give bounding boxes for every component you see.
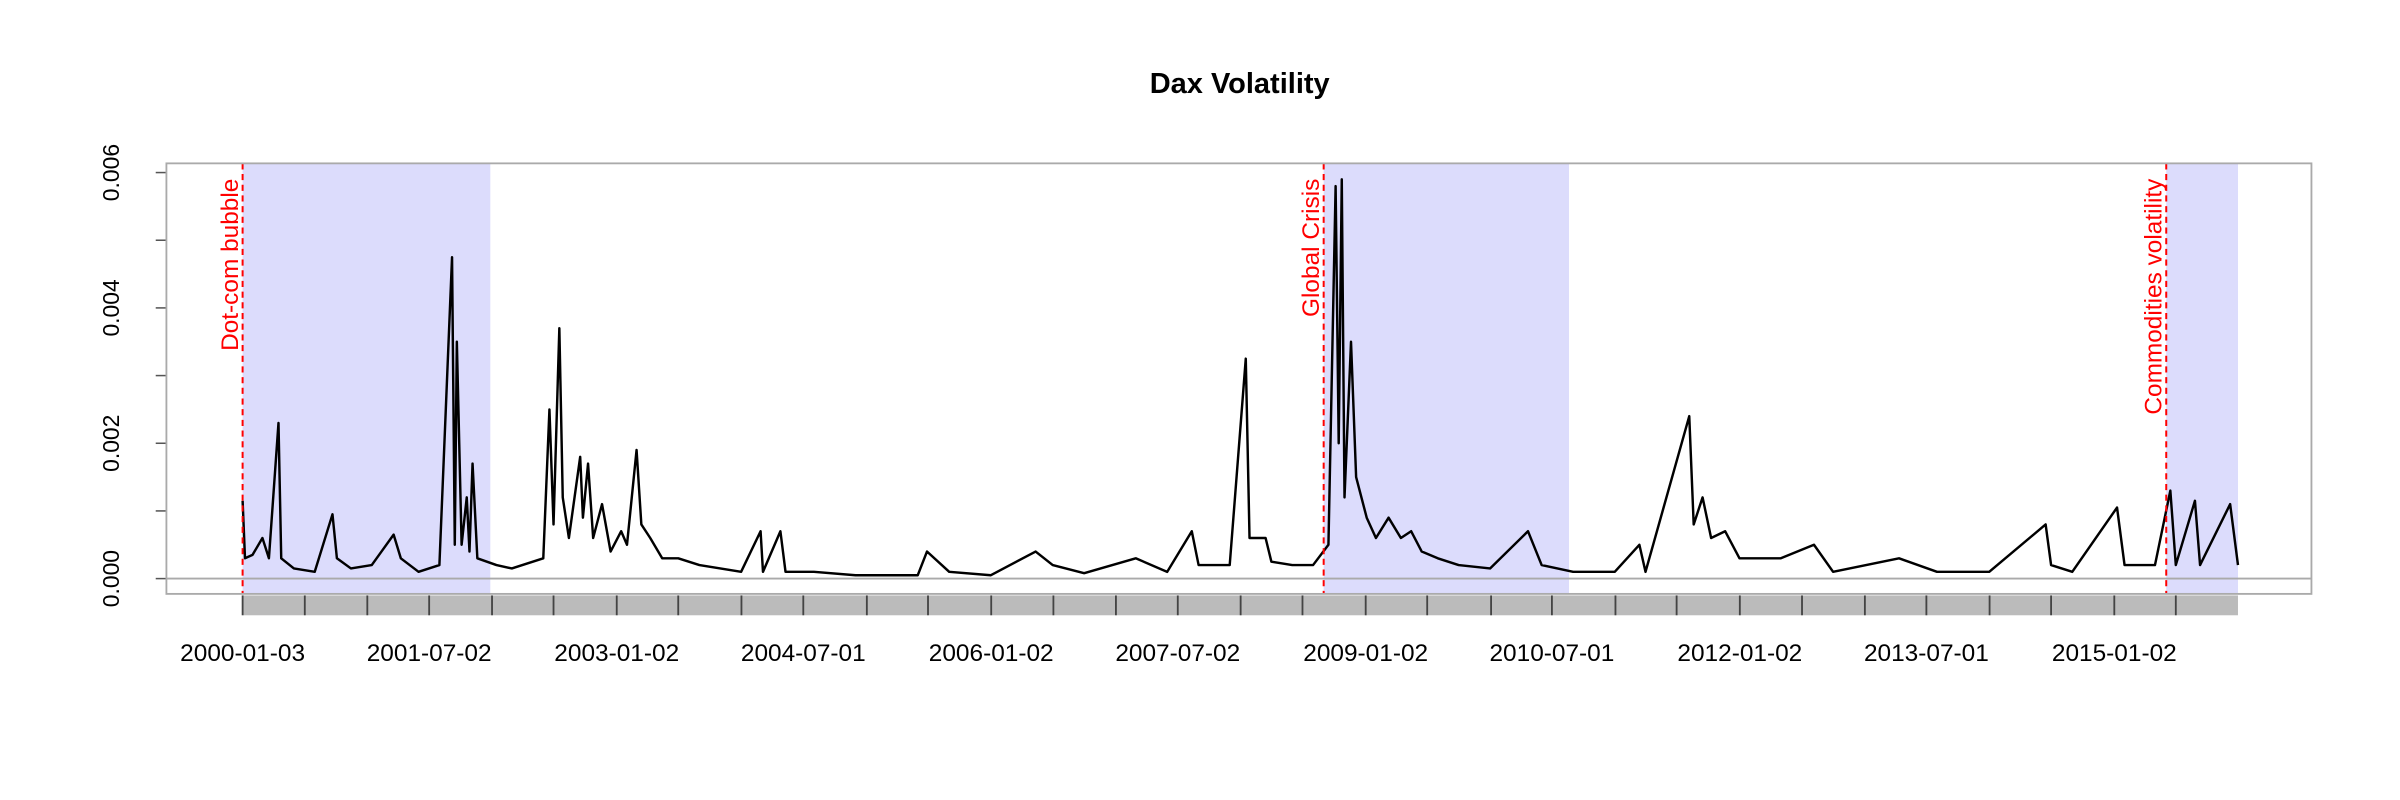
x-tick-label: 2012-01-02	[1677, 640, 1802, 667]
x-tick-label: 2006-01-02	[929, 640, 1054, 667]
chart-title: Dax Volatility	[1150, 68, 1330, 100]
y-tick-label: 0.000	[98, 550, 124, 607]
volatility-line	[241, 178, 2240, 577]
x-tick-label: 2009-01-02	[1303, 640, 1428, 667]
annotation-label: Dot-com bubble	[217, 179, 244, 351]
shaded-region	[1323, 163, 1569, 594]
x-tick-label: 2004-07-01	[741, 640, 866, 667]
shaded-region	[242, 163, 491, 594]
x-tick-label: 2013-07-01	[1864, 640, 1989, 667]
shaded-region	[2166, 163, 2238, 594]
y-tick-label: 0.006	[98, 144, 124, 201]
plot-border	[165, 162, 2313, 595]
x-tick-label: 2003-01-02	[554, 640, 679, 667]
x-tick-label: 2000-01-03	[180, 640, 305, 667]
x-tick-label: 2015-01-02	[2052, 640, 2177, 667]
y-tick-label: 0.002	[98, 415, 124, 472]
annotation-label: Global Crisis	[1298, 179, 1325, 317]
annotation-label: Commodities volatility	[2141, 178, 2168, 415]
x-tick-label: 2001-07-02	[367, 640, 492, 667]
x-tick-label: 2007-07-02	[1115, 640, 1240, 667]
x-tick-label: 2010-07-01	[1489, 640, 1614, 667]
y-tick-label: 0.004	[98, 279, 124, 337]
